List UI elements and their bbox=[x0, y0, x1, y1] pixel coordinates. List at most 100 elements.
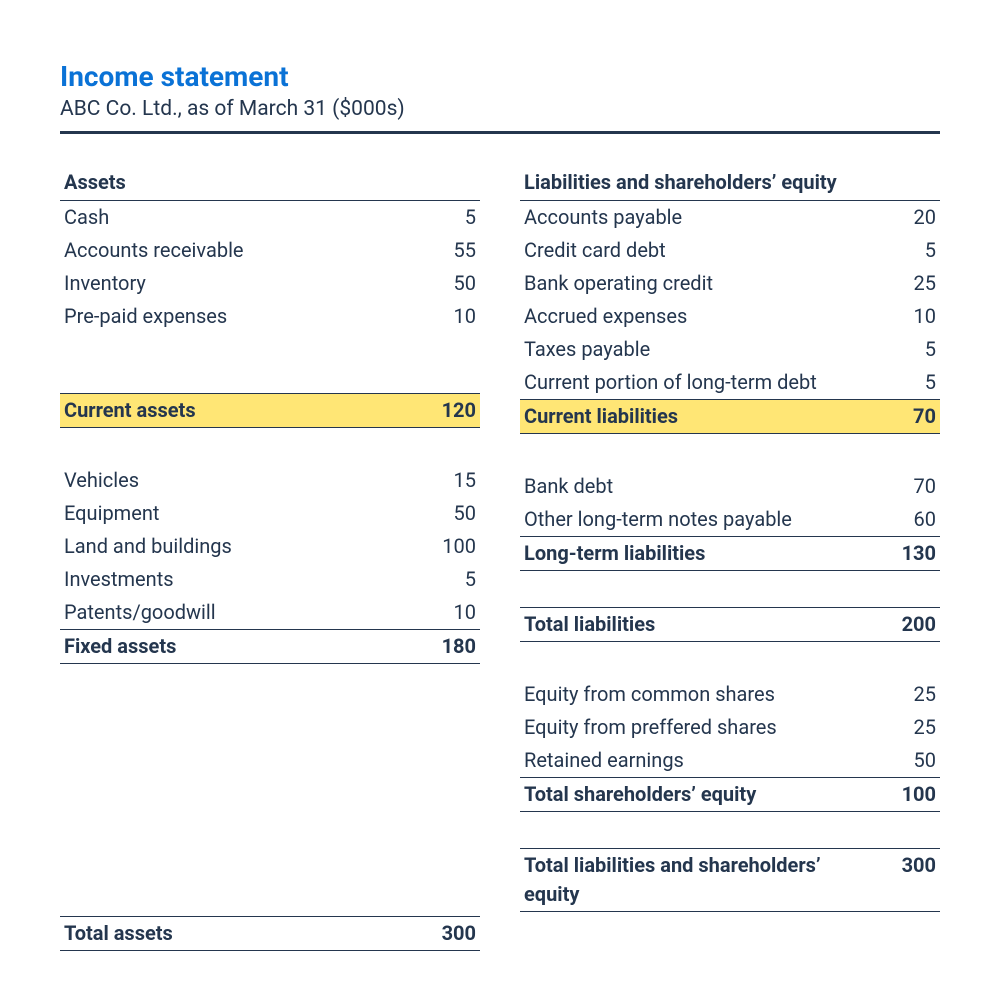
balance-columns: Assets Cash 5 Accounts receivable 55 Inv… bbox=[60, 164, 940, 951]
line-label: Accounts payable bbox=[524, 203, 876, 232]
total-liab-equity: Total liabilities and shareholders’ equi… bbox=[520, 848, 940, 912]
line-label: Vehicles bbox=[64, 466, 416, 495]
line-value: 60 bbox=[876, 505, 936, 534]
line-label: Accrued expenses bbox=[524, 302, 876, 331]
line-item: Accrued expenses 10 bbox=[520, 300, 940, 333]
line-item: Cash 5 bbox=[60, 201, 480, 234]
total-liabilities: Total liabilities 200 bbox=[520, 607, 940, 642]
total-equity: Total shareholders’ equity 100 bbox=[520, 777, 940, 812]
spacer bbox=[520, 571, 940, 607]
spacer bbox=[60, 664, 480, 916]
line-value: 20 bbox=[876, 203, 936, 232]
current-liabilities-total: Current liabilities 70 bbox=[520, 399, 940, 434]
subtotal-value: 120 bbox=[416, 396, 476, 425]
line-item: Bank operating credit 25 bbox=[520, 267, 940, 300]
line-label: Equipment bbox=[64, 499, 416, 528]
line-item: Credit card debt 5 bbox=[520, 234, 940, 267]
line-item: Investments 5 bbox=[60, 563, 480, 596]
line-value: 50 bbox=[876, 746, 936, 775]
line-label: Investments bbox=[64, 565, 416, 594]
line-label: Current portion of long-term debt bbox=[524, 368, 876, 397]
line-item: Bank debt 70 bbox=[520, 470, 940, 503]
line-value: 5 bbox=[876, 236, 936, 265]
longterm-liabilities-total: Long-term liabilities 130 bbox=[520, 536, 940, 571]
line-item: Accounts receivable 55 bbox=[60, 234, 480, 267]
current-liabilities-list: Accounts payable 20 Credit card debt 5 B… bbox=[520, 201, 940, 399]
spacer bbox=[520, 434, 940, 470]
line-item: Land and buildings 100 bbox=[60, 530, 480, 563]
line-value: 55 bbox=[416, 236, 476, 265]
subtotal-label: Total liabilities bbox=[524, 610, 876, 639]
line-label: Other long-term notes payable bbox=[524, 505, 876, 534]
line-item: Retained earnings 50 bbox=[520, 744, 940, 777]
line-value: 10 bbox=[876, 302, 936, 331]
fixed-assets-total: Fixed assets 180 bbox=[60, 629, 480, 664]
line-label: Cash bbox=[64, 203, 416, 232]
line-value: 5 bbox=[416, 565, 476, 594]
line-value: 50 bbox=[416, 269, 476, 298]
total-label: Total assets bbox=[64, 919, 416, 948]
line-label: Pre-paid expenses bbox=[64, 302, 416, 331]
line-value: 25 bbox=[876, 269, 936, 298]
subtotal-value: 130 bbox=[876, 539, 936, 568]
total-label: Total liabilities and shareholders’ equi… bbox=[524, 851, 876, 909]
line-label: Bank operating credit bbox=[524, 269, 876, 298]
header-rule bbox=[60, 131, 940, 134]
subtotal-value: 100 bbox=[876, 780, 936, 809]
subtotal-label: Total shareholders’ equity bbox=[524, 780, 876, 809]
longterm-liabilities-list: Bank debt 70 Other long-term notes payab… bbox=[520, 470, 940, 536]
spacer bbox=[520, 642, 940, 678]
assets-column: Assets Cash 5 Accounts receivable 55 Inv… bbox=[60, 164, 480, 951]
spacer bbox=[60, 428, 480, 464]
line-item: Patents/goodwill 10 bbox=[60, 596, 480, 629]
line-item: Pre-paid expenses 10 bbox=[60, 300, 480, 333]
line-label: Inventory bbox=[64, 269, 416, 298]
subtotal-label: Current liabilities bbox=[524, 402, 876, 431]
fixed-assets-list: Vehicles 15 Equipment 50 Land and buildi… bbox=[60, 464, 480, 629]
liabilities-column: Liabilities and shareholders’ equity Acc… bbox=[520, 164, 940, 951]
liabilities-header: Liabilities and shareholders’ equity bbox=[520, 164, 940, 200]
line-value: 5 bbox=[876, 368, 936, 397]
line-item: Inventory 50 bbox=[60, 267, 480, 300]
line-value: 10 bbox=[416, 302, 476, 331]
line-label: Retained earnings bbox=[524, 746, 876, 775]
spacer bbox=[520, 812, 940, 848]
line-item: Equipment 50 bbox=[60, 497, 480, 530]
subtotal-label: Fixed assets bbox=[64, 632, 416, 661]
line-label: Taxes payable bbox=[524, 335, 876, 364]
spacer bbox=[60, 333, 480, 393]
line-value: 15 bbox=[416, 466, 476, 495]
line-value: 25 bbox=[876, 713, 936, 742]
line-label: Credit card debt bbox=[524, 236, 876, 265]
line-label: Patents/goodwill bbox=[64, 598, 416, 627]
line-label: Equity from common shares bbox=[524, 680, 876, 709]
line-item: Vehicles 15 bbox=[60, 464, 480, 497]
line-item: Accounts payable 20 bbox=[520, 201, 940, 234]
line-value: 25 bbox=[876, 680, 936, 709]
line-item: Equity from common shares 25 bbox=[520, 678, 940, 711]
line-item: Taxes payable 5 bbox=[520, 333, 940, 366]
line-value: 5 bbox=[876, 335, 936, 364]
line-label: Accounts receivable bbox=[64, 236, 416, 265]
statement-header: Income statement ABC Co. Ltd., as of Mar… bbox=[60, 60, 940, 134]
subtotal-label: Current assets bbox=[64, 396, 416, 425]
line-item: Equity from preffered shares 25 bbox=[520, 711, 940, 744]
line-label: Equity from preffered shares bbox=[524, 713, 876, 742]
line-value: 70 bbox=[876, 472, 936, 501]
line-value: 50 bbox=[416, 499, 476, 528]
line-item: Other long-term notes payable 60 bbox=[520, 503, 940, 536]
total-value: 300 bbox=[876, 851, 936, 880]
assets-header: Assets bbox=[60, 164, 480, 200]
line-value: 10 bbox=[416, 598, 476, 627]
line-item: Current portion of long-term debt 5 bbox=[520, 366, 940, 399]
subtotal-value: 180 bbox=[416, 632, 476, 661]
current-assets-total: Current assets 120 bbox=[60, 393, 480, 428]
equity-list: Equity from common shares 25 Equity from… bbox=[520, 678, 940, 777]
line-label: Land and buildings bbox=[64, 532, 416, 561]
line-value: 5 bbox=[416, 203, 476, 232]
line-label: Bank debt bbox=[524, 472, 876, 501]
subtotal-value: 70 bbox=[876, 402, 936, 431]
current-assets-list: Cash 5 Accounts receivable 55 Inventory … bbox=[60, 201, 480, 333]
total-value: 300 bbox=[416, 919, 476, 948]
subtotal-label: Long-term liabilities bbox=[524, 539, 876, 568]
